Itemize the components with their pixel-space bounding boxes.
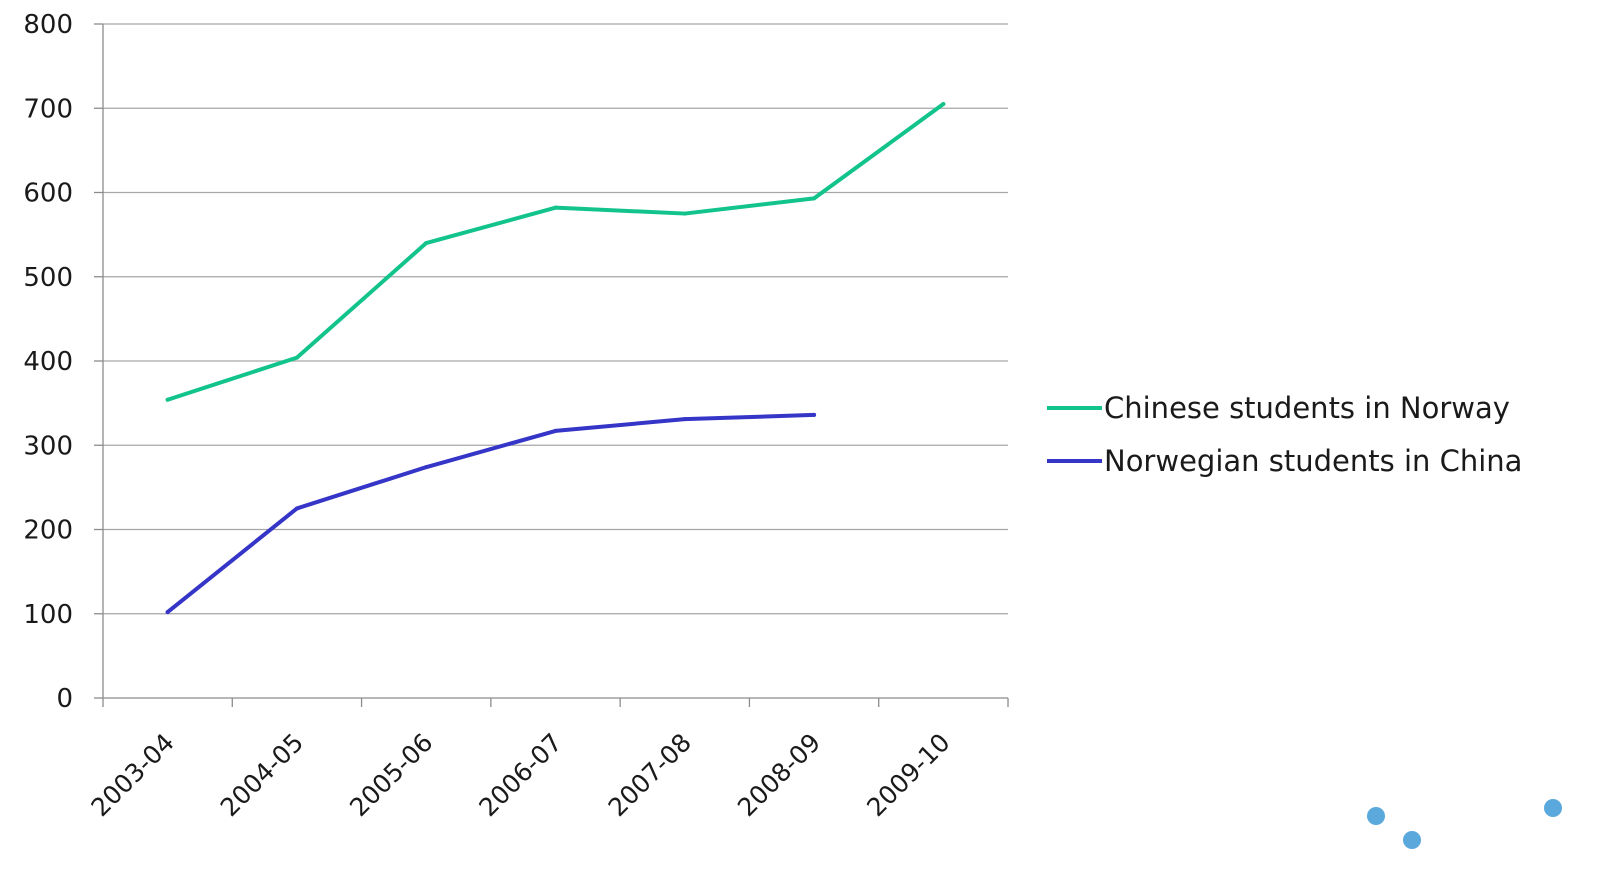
legend: Chinese students in Norway Norwegian stud… — [1047, 391, 1522, 478]
series-line-1 — [165, 412, 817, 615]
data-point-series-1-2008-09 — [812, 412, 817, 417]
y-tick-label: 200 — [23, 516, 73, 546]
decorative-dots — [1367, 799, 1562, 849]
y-tick-label: 700 — [23, 94, 73, 124]
data-point-series-1-2003-04 — [165, 610, 170, 615]
x-tick-label: 2007-08 — [603, 728, 697, 822]
y-tick-label: 400 — [23, 347, 73, 377]
y-tick-label: 600 — [23, 179, 73, 209]
y-tick-label: 300 — [23, 431, 73, 461]
x-axis-tick-labels: 2003-04 2004-05 2005-06 2006-07 2007-08 2008-… — [86, 728, 956, 822]
y-tick-label: 800 — [23, 10, 73, 40]
axes — [94, 23, 1009, 707]
grid-lines — [103, 23, 1008, 615]
decorative-dot-2 — [1544, 799, 1562, 817]
y-tick-label: 100 — [23, 600, 73, 630]
y-axis-tick-labels: 0 100 200 300 400 500 600 700 800 — [23, 10, 73, 714]
data-point-series-0-2009-10 — [941, 102, 946, 107]
data-point-series-1-2007-08 — [682, 417, 687, 422]
data-point-series-0-2003-04 — [165, 397, 170, 402]
x-tick-label: 2006-07 — [473, 728, 567, 822]
x-tick-label: 2008-09 — [732, 728, 826, 822]
x-tick-label: 2004-05 — [215, 728, 309, 822]
data-point-series-1-2004-05 — [294, 506, 299, 511]
data-point-series-0-2008-09 — [812, 196, 817, 201]
x-tick-label: 2005-06 — [344, 728, 438, 822]
x-tick-label: 2003-04 — [86, 728, 180, 822]
legend-label-1: Norwegian students in China — [1104, 444, 1522, 478]
legend-label-0: Chinese students in Norway — [1104, 391, 1510, 425]
data-point-series-1-2006-07 — [553, 428, 558, 433]
data-point-series-0-2006-07 — [553, 205, 558, 210]
y-tick-label: 0 — [56, 684, 73, 714]
series-line-0 — [165, 102, 946, 402]
data-point-series-0-2005-06 — [424, 241, 429, 246]
data-point-series-0-2004-05 — [294, 355, 299, 360]
data-point-series-0-2007-08 — [682, 211, 687, 216]
x-tick-label: 2009-10 — [861, 728, 955, 822]
decorative-dot-0 — [1367, 807, 1385, 825]
data-point-series-1-2005-06 — [424, 465, 429, 470]
data-series — [165, 102, 946, 615]
decorative-dot-1 — [1403, 831, 1421, 849]
y-tick-label: 500 — [23, 263, 73, 293]
